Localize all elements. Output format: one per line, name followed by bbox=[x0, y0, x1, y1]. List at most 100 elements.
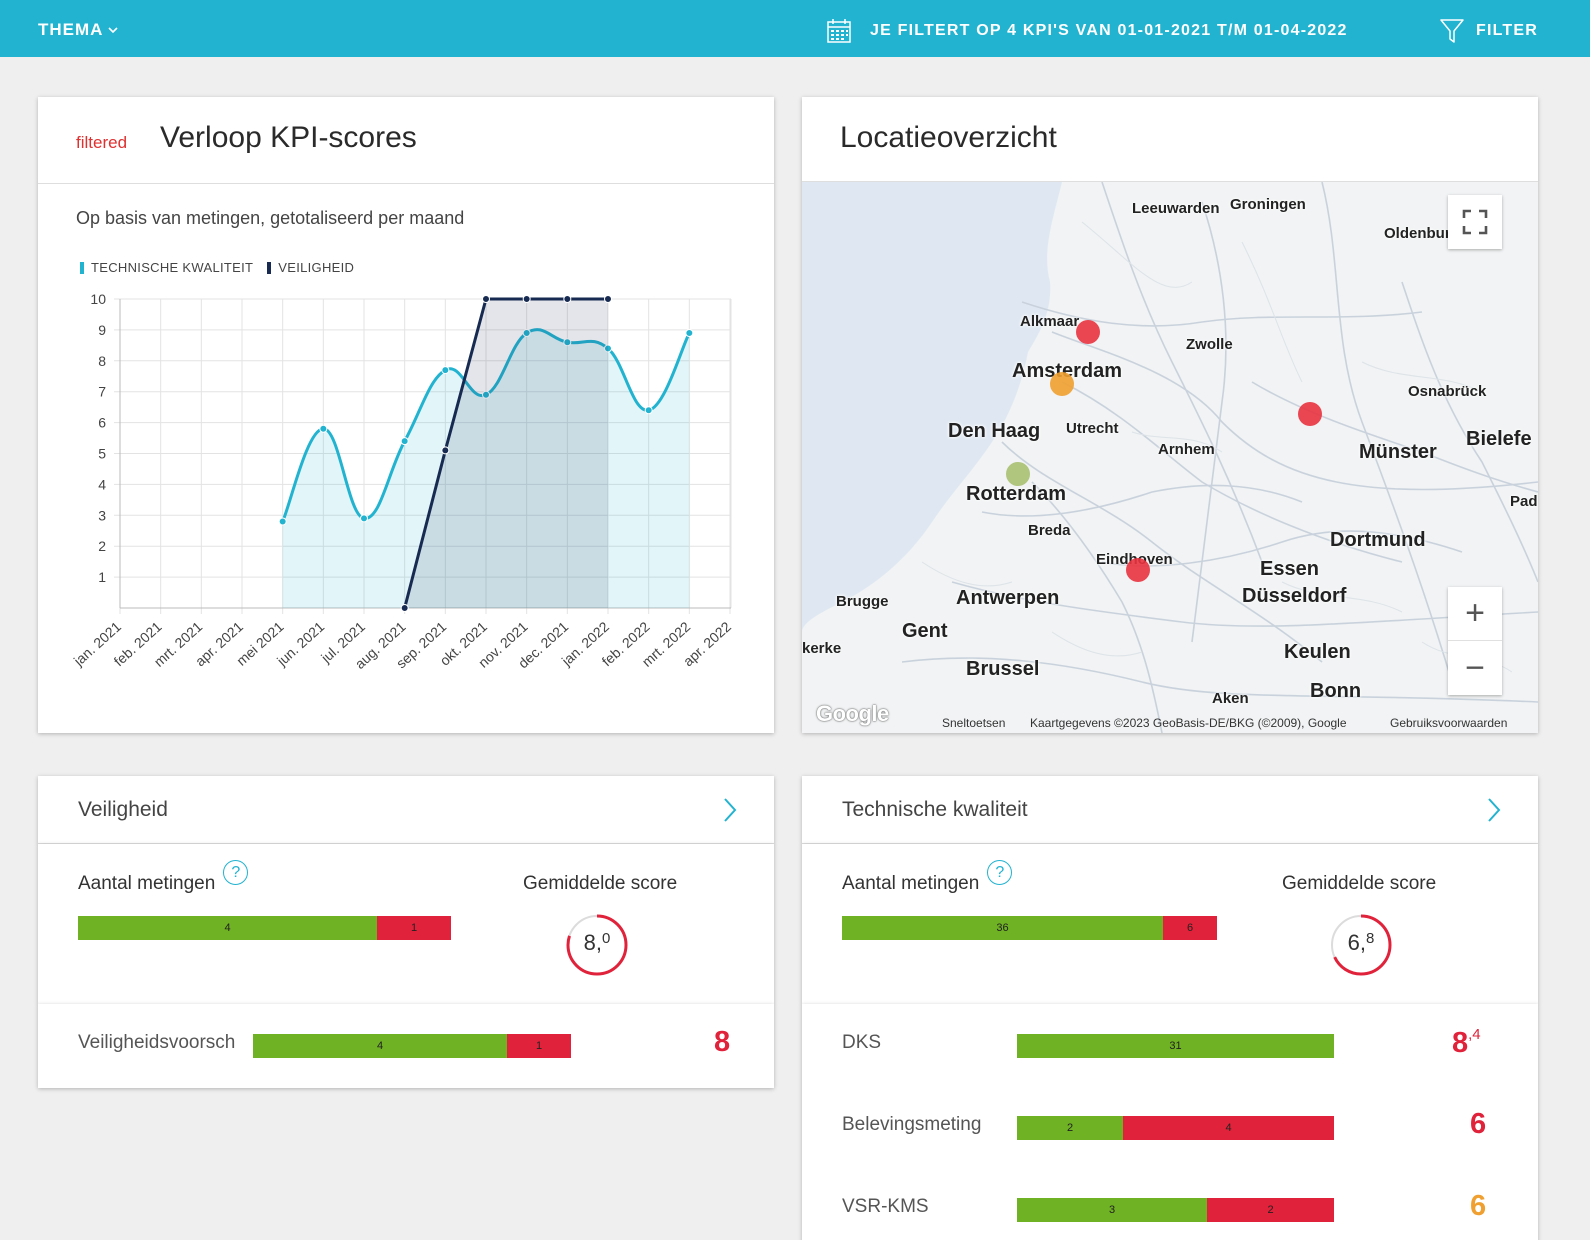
gauge-ring bbox=[1330, 914, 1392, 976]
chart-legend: TECHNISCHE KWALITEIT VEILIGHEID bbox=[80, 260, 354, 275]
map-marker[interactable] bbox=[1298, 402, 1322, 426]
bar-green-segment: 2 bbox=[1017, 1116, 1123, 1140]
y-tick-label: 8 bbox=[98, 353, 106, 369]
zoom-out-button[interactable]: − bbox=[1465, 648, 1485, 687]
legend-item[interactable]: TECHNISCHE KWALITEIT bbox=[80, 260, 253, 275]
map-city-label: Brussel bbox=[966, 658, 1040, 680]
kpi-trend-subtitle: Op basis van metingen, getotaliseerd per… bbox=[76, 208, 465, 228]
row-score: 8,4 bbox=[1452, 1026, 1481, 1060]
row-bar: 31 bbox=[1017, 1034, 1334, 1058]
filter-summary-text: JE FILTERT OP 4 KPI'S VAN 01-01-2021 T/M… bbox=[870, 22, 1348, 39]
bar-red-segment: 4 bbox=[1123, 1116, 1334, 1140]
data-point bbox=[441, 446, 450, 455]
map-marker[interactable] bbox=[1050, 372, 1074, 396]
row-score-int: 8 bbox=[1452, 1027, 1469, 1059]
chevron-right-icon[interactable] bbox=[1486, 796, 1502, 824]
map-marker[interactable] bbox=[1126, 558, 1150, 582]
zoom-in-button[interactable]: + bbox=[1448, 587, 1502, 641]
gauge-dec: 0 bbox=[602, 930, 611, 947]
data-point bbox=[563, 338, 572, 347]
filtered-tag: filtered bbox=[76, 133, 128, 152]
map-city-label: Utrecht bbox=[1066, 420, 1119, 437]
veiligheid-summary: Aantal metingen ? Gemiddelde score 4 1 8… bbox=[38, 844, 774, 1004]
score-gauge: 8,0 bbox=[566, 914, 628, 976]
metingen-label: Aantal metingen bbox=[78, 873, 216, 894]
row-bar: 4 1 bbox=[253, 1034, 571, 1058]
row-score: 6 bbox=[1470, 1108, 1487, 1140]
keyboard-shortcuts-link[interactable]: Sneltoetsen bbox=[942, 716, 1006, 730]
fullscreen-icon bbox=[1462, 209, 1488, 235]
data-point bbox=[319, 424, 328, 433]
legend-label: VEILIGHEID bbox=[278, 260, 355, 275]
technische-kwaliteit-card: Technische kwaliteit Aantal metingen ? G… bbox=[802, 776, 1538, 1240]
map-city-label: Zwolle bbox=[1186, 336, 1233, 353]
row-label: Belevingsmeting bbox=[842, 1114, 982, 1135]
score-gauge: 6,8 bbox=[1330, 914, 1392, 976]
y-tick-label: 1 bbox=[98, 569, 106, 585]
filter-button[interactable]: FILTER bbox=[1440, 18, 1538, 44]
data-point bbox=[441, 366, 450, 375]
list-item[interactable]: DKS 31 8,4 bbox=[802, 1004, 1538, 1086]
active-filter-summary: JE FILTERT OP 4 KPI'S VAN 01-01-2021 T/M… bbox=[826, 18, 1348, 44]
chevron-down-icon bbox=[108, 27, 119, 34]
technische-summary: Aantal metingen ? Gemiddelde score 36 6 … bbox=[802, 844, 1538, 1004]
map-city-label: Rotterdam bbox=[966, 483, 1067, 505]
bar-green-segment: 4 bbox=[253, 1034, 507, 1058]
technische-rows: DKS 31 8,4 Belevingsmeting 2 4 6 VSR-KMS… bbox=[802, 1004, 1538, 1240]
row-score: 8 bbox=[714, 1026, 731, 1058]
map-city-label: Oldenburg bbox=[1384, 225, 1460, 242]
top-bar: THEMA JE FILTERT OP 4 KPI'S VAN 01-01-20… bbox=[0, 0, 1590, 57]
row-score-dec: ,4 bbox=[1468, 1026, 1481, 1043]
map-city-label: Münster bbox=[1359, 441, 1437, 463]
map-city-label: Amsterdam bbox=[1012, 360, 1123, 382]
data-point bbox=[563, 295, 572, 303]
y-tick-label: 7 bbox=[98, 384, 106, 400]
kpi-trend-title: Verloop KPI-scores bbox=[160, 121, 417, 154]
kpi-trend-card: filtered Verloop KPI-scores Op basis van… bbox=[38, 97, 774, 733]
data-point bbox=[482, 390, 490, 399]
location-overview-title: Locatieoverzicht bbox=[840, 121, 1057, 154]
gauge-int: 6, bbox=[1347, 930, 1366, 955]
data-point bbox=[360, 514, 368, 523]
map-city-label: Aken bbox=[1212, 690, 1249, 707]
y-tick-label: 3 bbox=[98, 507, 106, 523]
metingen-label-wrap: Aantal metingen ? bbox=[78, 860, 249, 895]
metingen-bar: 4 1 bbox=[78, 916, 451, 940]
data-point bbox=[522, 328, 531, 337]
list-item[interactable]: Veiligheidsvoorsch 4 1 8 bbox=[38, 1004, 774, 1086]
map-city-label: Gent bbox=[902, 620, 948, 642]
list-item[interactable]: VSR-KMS 3 2 6 bbox=[802, 1168, 1538, 1240]
y-tick-label: 9 bbox=[98, 322, 106, 338]
data-point bbox=[685, 328, 694, 337]
legend-item[interactable]: VEILIGHEID bbox=[267, 260, 354, 275]
veiligheid-card: Veiligheid Aantal metingen ? Gemiddelde … bbox=[38, 776, 774, 1088]
legend-label: TECHNISCHE KWALITEIT bbox=[91, 260, 254, 275]
row-bar: 2 4 bbox=[1017, 1116, 1334, 1140]
map-city-label: Essen bbox=[1260, 558, 1319, 580]
map-city-label: Osnabrück bbox=[1408, 383, 1487, 400]
gauge-value: 8,0 bbox=[566, 930, 628, 956]
veiligheid-header[interactable]: Veiligheid bbox=[38, 776, 774, 844]
map-city-label: Arnhem bbox=[1158, 441, 1215, 458]
row-label: DKS bbox=[842, 1032, 882, 1053]
list-item[interactable]: Belevingsmeting 2 4 6 bbox=[802, 1086, 1538, 1168]
data-point bbox=[400, 604, 409, 612]
help-icon[interactable]: ? bbox=[987, 860, 1013, 885]
technische-header[interactable]: Technische kwaliteit bbox=[802, 776, 1538, 844]
terms-link[interactable]: Gebruiksvoorwaarden bbox=[1390, 716, 1508, 730]
gemiddelde-score-label: Gemiddelde score bbox=[1282, 873, 1437, 894]
map[interactable]: Leeuwarden Groningen Oldenburg Alkmaar Zwoll… bbox=[802, 182, 1538, 733]
chevron-right-icon[interactable] bbox=[722, 796, 738, 824]
map-city-label: Antwerpen bbox=[956, 587, 1060, 609]
map-city-label: Alkmaar bbox=[1020, 313, 1080, 330]
y-tick-label: 2 bbox=[98, 538, 106, 554]
gauge-dec: 8 bbox=[1366, 930, 1375, 947]
map-marker[interactable] bbox=[1006, 462, 1030, 486]
thema-dropdown[interactable]: THEMA bbox=[38, 20, 119, 40]
map-attribution: Kaartgegevens ©2023 GeoBasis-DE/BKG (©20… bbox=[1030, 716, 1347, 730]
fullscreen-button[interactable] bbox=[1448, 195, 1502, 249]
map-marker[interactable] bbox=[1076, 320, 1100, 344]
gemiddelde-score-label: Gemiddelde score bbox=[523, 873, 678, 894]
help-icon[interactable]: ? bbox=[223, 860, 249, 885]
map-city-label: Bielefe bbox=[1466, 428, 1532, 450]
